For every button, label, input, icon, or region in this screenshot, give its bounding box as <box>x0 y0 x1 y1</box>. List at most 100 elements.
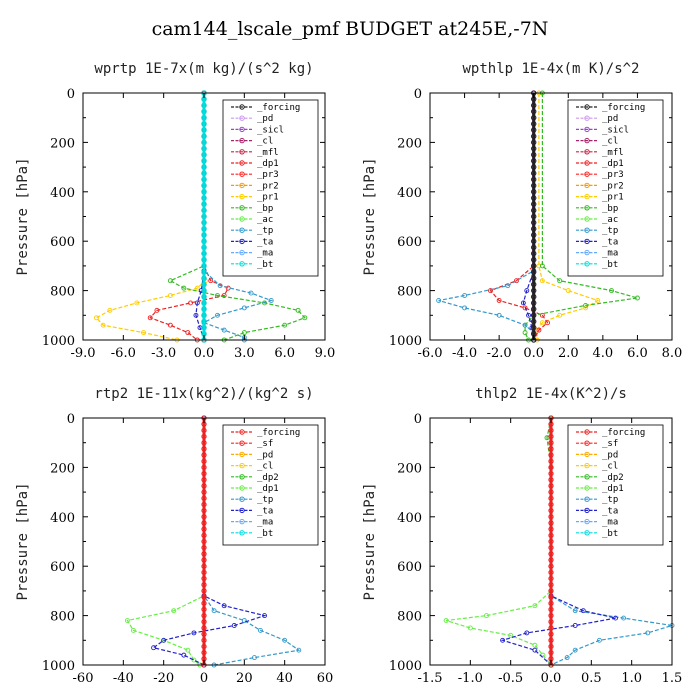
data-point-bt <box>201 207 207 213</box>
data-point-forcing <box>201 458 207 464</box>
data-point-forcing <box>531 115 537 121</box>
panel-3: rtp2 1E-11x(kg^2)/(kg^2 s) Pressure [hPa]… <box>15 386 333 686</box>
data-point-bp <box>241 330 247 336</box>
legend-marker-ta <box>239 507 245 514</box>
legend-label-pd: _pd <box>602 114 618 124</box>
data-point-forcing <box>531 232 537 238</box>
data-point-bt <box>201 213 207 220</box>
y-tick-label: 400 <box>397 186 422 201</box>
x-tick-label: 1.0 <box>621 671 642 686</box>
data-point-forcing <box>548 526 554 532</box>
data-point-forcing <box>201 507 207 514</box>
data-point-forcing <box>201 606 207 613</box>
data-point-bp <box>609 288 614 294</box>
y-axis-label: Pressure [hPa] <box>362 157 378 275</box>
panel-title: wpthlp 1E-4x(m K)/s^2 <box>462 61 639 77</box>
data-point-forcing <box>548 551 554 557</box>
data-point-bt <box>201 318 207 325</box>
x-tick-label: -9.0 <box>70 346 95 361</box>
x-tick-label: 60 <box>317 671 334 686</box>
data-point-tp <box>282 637 288 643</box>
legend-box <box>567 424 664 546</box>
legend-marker-cl <box>239 462 245 469</box>
legend-label-ma: _ma <box>257 518 273 528</box>
y-tick-label: 800 <box>397 610 422 625</box>
x-tick-label: -3.0 <box>151 346 176 361</box>
legend-marker-ma <box>584 249 590 256</box>
x-tick-label: -2.0 <box>487 346 512 361</box>
y-tick-label: 800 <box>50 285 75 300</box>
series-line-dp1 <box>445 418 552 666</box>
data-point-dp1 <box>185 330 191 336</box>
data-point-forcing <box>201 452 207 458</box>
data-point-ta <box>572 623 578 628</box>
data-point-dp1 <box>191 657 197 663</box>
data-point-forcing <box>201 526 207 532</box>
data-point-tp <box>221 327 227 333</box>
data-point-bt <box>201 238 207 244</box>
legend-label-cl: _cl <box>602 137 618 147</box>
series-line-bp <box>524 93 638 341</box>
data-point-ta <box>194 300 200 306</box>
data-point-forcing <box>201 538 207 545</box>
data-point-forcing <box>531 300 537 306</box>
data-point-bp <box>167 278 173 284</box>
series-line-dp1 <box>149 93 230 341</box>
data-point-pr1 <box>595 298 601 303</box>
data-point-bt <box>201 170 207 176</box>
legend-label-ac: _ac <box>602 215 618 225</box>
data-point-forcing <box>531 312 537 318</box>
legend-marker-dp1 <box>584 485 590 491</box>
data-point-forcing <box>531 257 537 263</box>
data-point-forcing <box>201 470 207 477</box>
data-point-dp1 <box>221 293 227 298</box>
data-point-tp <box>251 655 257 661</box>
data-point-forcing <box>548 501 554 508</box>
legend-label-dp1: _dp1 <box>257 159 279 169</box>
data-point-ta <box>191 630 197 636</box>
x-tick-label: 20 <box>236 671 253 686</box>
y-tick-label: 1000 <box>42 659 75 674</box>
data-point-tp <box>248 290 254 296</box>
legend-marker-tp <box>239 227 245 233</box>
x-tick-label: -1.0 <box>458 671 483 686</box>
legend-label-pr2: _pr2 <box>257 181 279 191</box>
data-point-forcing <box>531 306 537 312</box>
data-point-forcing <box>531 152 537 158</box>
data-point-tp <box>258 627 263 633</box>
legend-marker-pr1 <box>239 193 245 200</box>
data-point-dp1 <box>484 613 489 619</box>
legend-label-cl: _cl <box>257 137 273 147</box>
data-point-forcing <box>531 275 537 281</box>
x-tick-label: 0.5 <box>581 671 602 686</box>
data-point-ta <box>613 615 618 621</box>
data-point-forcing <box>201 427 207 433</box>
data-point-forcing <box>531 294 537 300</box>
data-point-forcing <box>201 446 207 452</box>
data-point-forcing <box>201 477 207 483</box>
legend-label-ac: _ac <box>257 215 273 225</box>
legend-marker-sf <box>584 440 590 446</box>
data-point-forcing <box>548 557 554 563</box>
figure-title: cam144_lscale_pmf BUDGET at245E,-7N <box>151 18 549 40</box>
legend-marker-ma <box>239 518 245 525</box>
data-point-dp1 <box>130 627 136 633</box>
legend-label-pr1: _pr1 <box>257 193 279 203</box>
legend-marker-forcing <box>239 104 245 110</box>
x-tick-label: 1.5 <box>662 671 683 686</box>
panel-title: rtp2 1E-11x(kg^2)/(kg^2 s) <box>94 386 313 402</box>
series-line-ta <box>500 418 616 666</box>
x-tick-label: -6.0 <box>111 346 136 361</box>
data-point-ta <box>500 637 506 643</box>
legend-marker-tp <box>239 496 245 502</box>
data-point-forcing <box>548 520 554 526</box>
y-tick-label: 600 <box>397 235 422 250</box>
data-point-dp1 <box>488 288 493 294</box>
data-point-pr1 <box>100 322 106 328</box>
data-point-forcing <box>548 538 554 545</box>
legend-box <box>567 99 664 277</box>
series-line-tp <box>203 418 301 666</box>
x-tick-label: -20 <box>153 671 174 686</box>
legend-label-cl: _cl <box>257 462 273 472</box>
